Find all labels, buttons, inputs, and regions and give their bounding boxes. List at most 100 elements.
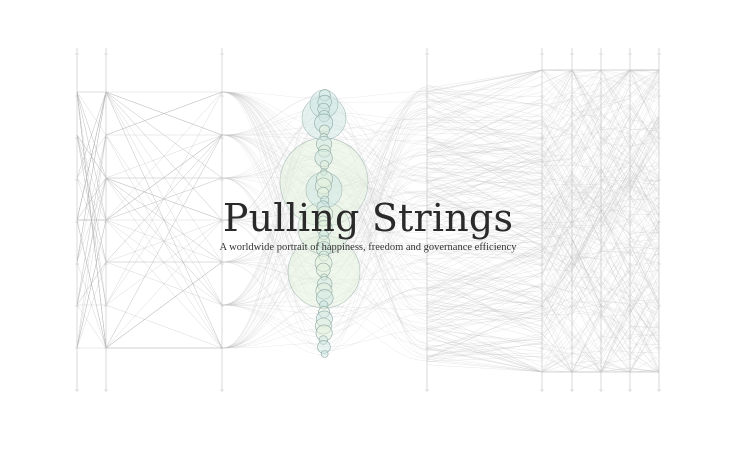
string-middle — [221, 118, 428, 306]
string-right — [426, 222, 660, 373]
string-right — [426, 124, 660, 292]
string-right — [426, 238, 660, 373]
string-right — [426, 135, 660, 226]
string-right — [426, 197, 660, 256]
string-right — [426, 136, 660, 268]
string-right — [426, 123, 660, 227]
string-right — [426, 213, 660, 341]
string-right — [426, 173, 660, 327]
string-right — [426, 194, 660, 307]
string-right — [426, 224, 660, 307]
string-right — [426, 97, 660, 170]
string-right — [426, 69, 660, 131]
string-right — [426, 126, 660, 319]
string-right — [426, 70, 660, 199]
string-right — [426, 305, 660, 373]
string-right — [426, 327, 660, 373]
string-right — [426, 178, 660, 230]
string-right — [426, 167, 660, 235]
string-right — [426, 104, 660, 252]
string-right — [426, 245, 660, 309]
string-right — [426, 309, 660, 373]
string-right — [426, 69, 660, 157]
string-right — [426, 202, 660, 349]
string-right — [426, 173, 660, 230]
string-right — [426, 159, 660, 315]
string-left — [76, 177, 223, 221]
string-right — [426, 69, 660, 159]
string-right — [426, 115, 660, 260]
string-right — [426, 278, 660, 357]
string-right — [426, 136, 660, 254]
string-right — [426, 308, 660, 373]
string-right — [426, 208, 660, 326]
string-left — [76, 177, 223, 263]
string-right — [426, 69, 660, 146]
string-middle — [221, 116, 428, 355]
string-right — [426, 319, 660, 373]
string-middle — [221, 197, 428, 346]
string-right — [426, 69, 660, 153]
string-right — [426, 191, 660, 270]
string-right — [426, 120, 660, 267]
string-right — [426, 205, 660, 347]
string-right — [426, 131, 660, 324]
string-right — [426, 252, 660, 373]
string-right — [426, 310, 660, 373]
string-right — [426, 209, 660, 294]
string-right — [426, 251, 660, 314]
string-right — [426, 143, 660, 217]
string-right — [426, 69, 660, 207]
string-right — [426, 168, 660, 345]
string-right — [426, 93, 660, 228]
string-right — [426, 225, 660, 352]
string-right — [426, 160, 660, 350]
string-right — [426, 71, 660, 234]
string-right — [426, 93, 660, 200]
string-right — [426, 77, 660, 132]
string-right — [426, 74, 660, 190]
country-circle — [320, 350, 329, 358]
string-right — [426, 69, 660, 89]
string-right — [426, 202, 660, 358]
string-right — [426, 348, 660, 373]
string-right — [426, 69, 659, 275]
string-right — [426, 217, 660, 308]
string-right — [426, 168, 660, 337]
string-right — [426, 323, 660, 373]
string-right — [426, 107, 660, 167]
string-right — [426, 177, 660, 309]
string-right — [426, 169, 660, 307]
string-right — [426, 90, 660, 161]
string-right — [426, 79, 660, 158]
string-right — [426, 226, 660, 367]
string-right — [426, 139, 660, 257]
string-right — [426, 74, 660, 163]
string-right — [426, 255, 660, 359]
string-right — [426, 89, 660, 255]
country-circle — [319, 160, 330, 170]
string-right — [426, 243, 660, 328]
string-right — [426, 246, 660, 358]
string-right — [426, 116, 660, 179]
string-left — [76, 261, 223, 349]
string-right — [426, 138, 660, 208]
string-right — [426, 115, 660, 277]
string-right — [426, 150, 660, 217]
string-right — [426, 167, 660, 288]
string-right — [426, 214, 660, 293]
string-right — [426, 206, 660, 302]
string-right — [426, 103, 660, 206]
string-right — [426, 121, 660, 242]
string-right — [426, 106, 660, 181]
string-right — [426, 251, 660, 303]
string-right — [426, 69, 660, 148]
string-right — [426, 336, 660, 373]
string-right — [426, 331, 660, 373]
string-right — [426, 143, 660, 216]
string-right — [426, 69, 660, 203]
string-right — [426, 229, 660, 343]
string-right — [426, 69, 660, 184]
